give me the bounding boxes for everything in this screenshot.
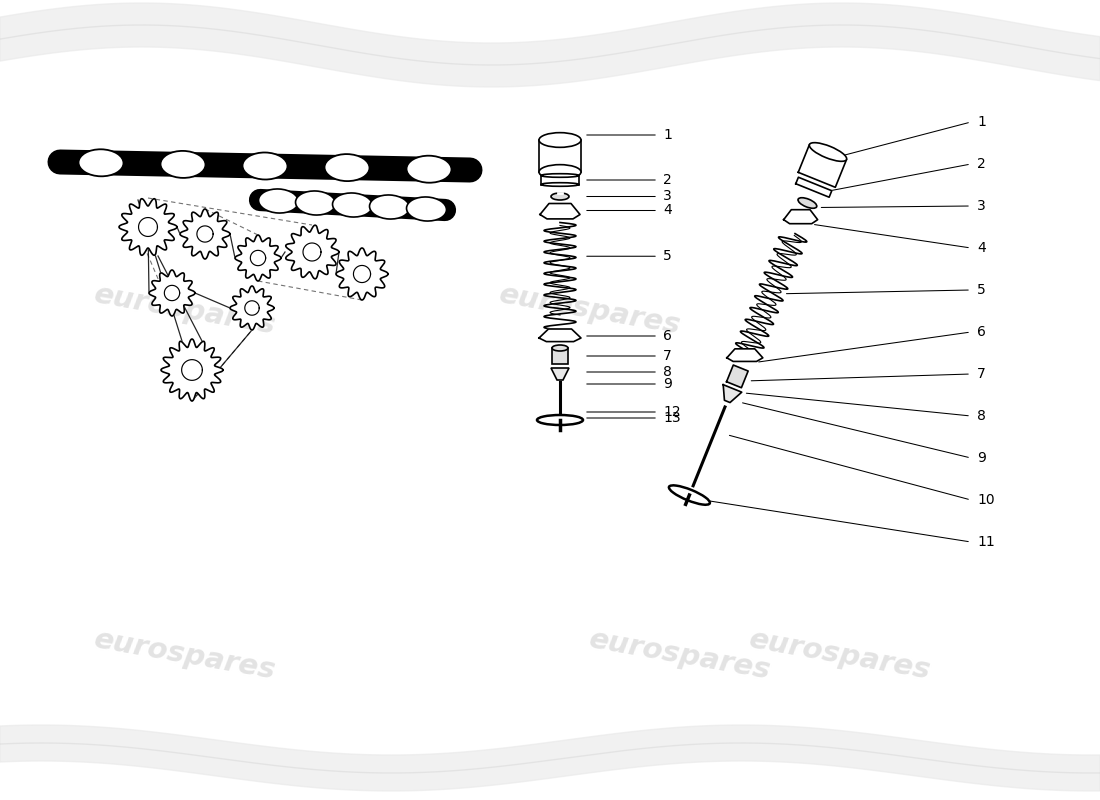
Ellipse shape [407,197,447,221]
Text: eurospares: eurospares [91,280,278,340]
Text: 13: 13 [663,411,681,425]
Polygon shape [161,339,223,401]
Text: eurospares: eurospares [586,626,773,685]
Bar [541,175,579,185]
Ellipse shape [332,193,373,217]
Ellipse shape [810,142,847,162]
Ellipse shape [798,198,817,208]
Ellipse shape [296,191,336,215]
Text: 9: 9 [977,451,986,465]
Polygon shape [783,210,817,224]
Ellipse shape [541,174,579,178]
Bar [539,140,581,172]
Text: eurospares: eurospares [497,280,683,340]
Polygon shape [799,145,847,187]
Ellipse shape [669,486,710,505]
Ellipse shape [258,189,298,213]
Text: 3: 3 [663,190,672,203]
Text: 7: 7 [977,367,986,381]
Text: eurospares: eurospares [91,626,278,685]
Polygon shape [727,349,762,362]
Ellipse shape [242,153,287,179]
Ellipse shape [551,193,569,200]
Polygon shape [235,235,280,281]
Text: 4: 4 [977,241,986,255]
Bar [552,348,568,364]
Ellipse shape [539,133,581,147]
Text: eurospares: eurospares [747,626,933,685]
Polygon shape [119,198,177,255]
Ellipse shape [539,165,581,179]
Ellipse shape [407,156,451,182]
Ellipse shape [552,345,568,351]
Text: 1: 1 [977,115,986,129]
Ellipse shape [541,182,579,186]
Text: 6: 6 [977,325,986,339]
Text: 3: 3 [977,199,986,213]
Ellipse shape [370,195,409,219]
Ellipse shape [537,415,583,425]
Text: 2: 2 [977,157,986,171]
Polygon shape [336,248,388,300]
Polygon shape [540,203,580,219]
Text: 11: 11 [977,535,994,549]
Text: 9: 9 [663,377,672,391]
Polygon shape [539,329,581,342]
Text: 7: 7 [663,349,672,363]
Polygon shape [795,178,832,198]
Text: 12: 12 [663,405,681,419]
Polygon shape [230,286,274,330]
Polygon shape [723,385,741,402]
Polygon shape [727,365,748,388]
Ellipse shape [324,154,370,181]
Polygon shape [551,368,569,380]
Polygon shape [148,270,195,316]
Text: 4: 4 [663,203,672,218]
Text: 10: 10 [977,493,994,507]
Ellipse shape [78,150,123,176]
Polygon shape [180,209,230,259]
Text: 1: 1 [663,128,672,142]
Text: 8: 8 [977,409,986,423]
Polygon shape [286,225,339,279]
Text: 6: 6 [663,329,672,343]
Text: 8: 8 [663,365,672,379]
Ellipse shape [161,151,206,178]
Text: 5: 5 [977,283,986,297]
Text: 2: 2 [663,173,672,187]
Text: 5: 5 [663,250,672,263]
